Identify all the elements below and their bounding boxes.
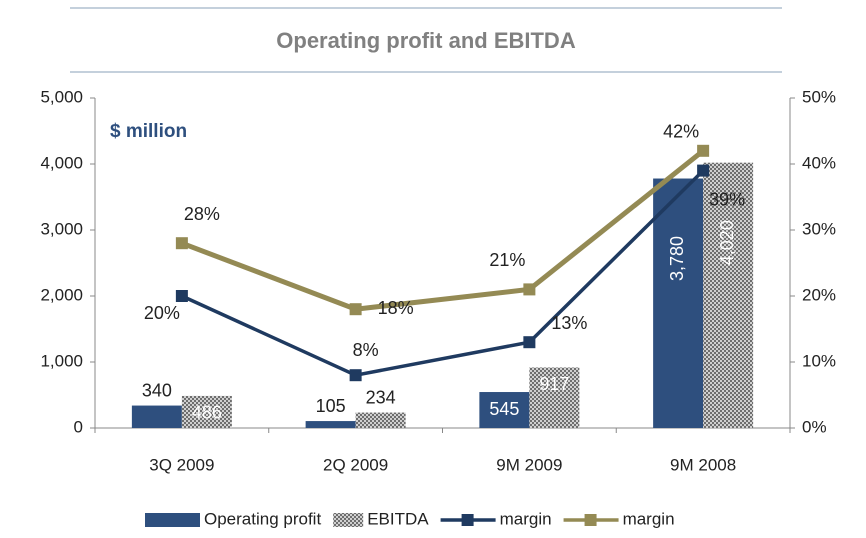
line-marker xyxy=(349,369,362,382)
chart-title: Operating profit and EBITDA xyxy=(276,28,576,53)
data-label: 13% xyxy=(551,313,587,333)
bar xyxy=(479,392,530,428)
data-label: 105 xyxy=(316,396,346,416)
line-marker xyxy=(175,237,188,250)
legend-swatch xyxy=(145,513,200,527)
legend-swatch xyxy=(584,514,597,526)
legend-label: margin xyxy=(500,509,552,528)
y2-tick-label: 50% xyxy=(802,87,836,106)
line-marker xyxy=(349,303,362,316)
y2-tick-label: 20% xyxy=(802,285,836,304)
legend-label: margin xyxy=(623,509,675,528)
line-marker xyxy=(523,336,536,349)
y-tick-label: 0 xyxy=(74,417,83,436)
x-tick-label: 2Q 2009 xyxy=(323,455,388,474)
line-marker xyxy=(175,290,188,302)
y-tick-label: 3,000 xyxy=(40,219,83,238)
bar xyxy=(703,162,754,428)
margin-line xyxy=(180,148,705,312)
y2-tick-label: 10% xyxy=(802,351,836,370)
x-tick-label: 9M 2008 xyxy=(670,455,736,474)
bar xyxy=(653,178,704,428)
data-label: 8% xyxy=(353,340,379,360)
margin-line xyxy=(181,169,705,378)
data-label: 340 xyxy=(142,380,172,400)
data-label: 18% xyxy=(378,298,414,318)
y2-tick-label: 40% xyxy=(802,153,836,172)
y-tick-label: 2,000 xyxy=(40,285,83,304)
data-label: 28% xyxy=(184,204,220,224)
y-tick-label: 5,000 xyxy=(40,87,83,106)
legend-label: EBITDA xyxy=(367,509,429,528)
y-tick-label: 4,000 xyxy=(40,153,83,172)
y-tick-label: 1,000 xyxy=(40,351,83,370)
bar xyxy=(305,421,356,428)
data-label: 42% xyxy=(663,122,699,142)
data-label: 545 xyxy=(489,399,519,419)
data-label: 917 xyxy=(539,374,569,394)
line-marker xyxy=(523,283,536,296)
bar xyxy=(355,412,406,428)
bar xyxy=(181,395,232,428)
legend-swatch xyxy=(333,513,364,527)
legend-label: Operating profit xyxy=(204,509,321,528)
data-label: 39% xyxy=(709,189,745,209)
data-label: 20% xyxy=(144,303,180,323)
data-label: 3,780 xyxy=(667,236,687,281)
data-label: 486 xyxy=(192,403,222,423)
unit-annotation: $ million xyxy=(110,121,187,142)
data-label: 4,020 xyxy=(717,220,737,265)
legend-swatch xyxy=(461,514,474,526)
data-label: 21% xyxy=(489,250,525,270)
y2-tick-label: 30% xyxy=(802,219,836,238)
x-tick-label: 9M 2009 xyxy=(496,455,562,474)
x-tick-label: 3Q 2009 xyxy=(149,455,214,474)
bar xyxy=(529,367,580,428)
line-marker xyxy=(697,144,710,157)
data-label: 234 xyxy=(366,387,396,407)
bar xyxy=(131,405,182,428)
y2-tick-label: 0% xyxy=(802,417,827,436)
line-marker xyxy=(697,164,710,177)
